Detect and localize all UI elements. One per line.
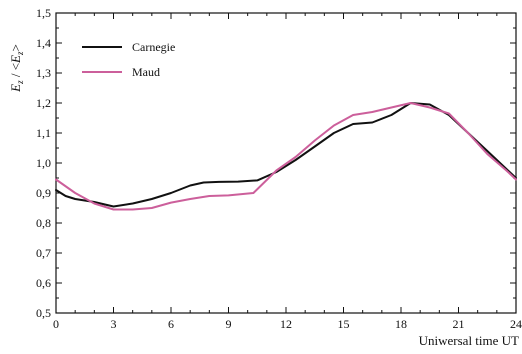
legend-label-maud: Maud	[132, 65, 160, 79]
x-tick-label: 15	[338, 317, 350, 331]
y-tick-label: 1,4	[36, 36, 51, 50]
y-label-sub: z	[15, 80, 25, 85]
series-line-carnegie	[55, 102, 517, 208]
y-tick-label: 0,8	[36, 216, 51, 230]
y-tick-label: 0,9	[36, 186, 51, 200]
y-label-main2: E	[8, 55, 23, 64]
y-label-main: E	[8, 84, 23, 93]
legend: Carnegie Maud	[82, 40, 175, 79]
y-tick-label: 1,0	[36, 156, 51, 170]
series-line-maud	[55, 102, 517, 211]
y-tick-label: 1,5	[36, 6, 51, 20]
y-tick-label: 1,3	[36, 66, 51, 80]
y-label-end: >	[8, 44, 23, 51]
x-tick-label: 21	[453, 317, 465, 331]
x-tick-label: 6	[168, 317, 174, 331]
y-label-sep: / <	[8, 63, 23, 80]
y-tick-label: 0,6	[36, 276, 51, 290]
x-tick-label: 12	[280, 317, 292, 331]
x-tick-label: 18	[395, 317, 407, 331]
x-tick-label: 24	[510, 317, 522, 331]
y-axis-label: Ez / <Ez>	[8, 44, 25, 93]
legend-label-carnegie: Carnegie	[132, 40, 175, 54]
x-axis-label: Uniwersal time UT	[419, 333, 519, 348]
series-layer	[55, 102, 517, 211]
y-label-sub2: z	[15, 51, 25, 56]
y-tick-label: 1,1	[36, 126, 51, 140]
axis-ticks: 0,5 0,6 0,7 0,8 0,9 1,0 1,1 1,2 1,3 1,4 1,5 0 3 6 9 12 1…	[36, 6, 522, 331]
x-tick-label: 3	[111, 317, 117, 331]
x-tick-label: 9	[226, 317, 232, 331]
y-tick-label: 1,2	[36, 96, 51, 110]
x-tick-label: 0	[53, 317, 59, 331]
y-tick-label: 0,7	[36, 246, 51, 260]
y-tick-label: 0,5	[36, 306, 51, 320]
